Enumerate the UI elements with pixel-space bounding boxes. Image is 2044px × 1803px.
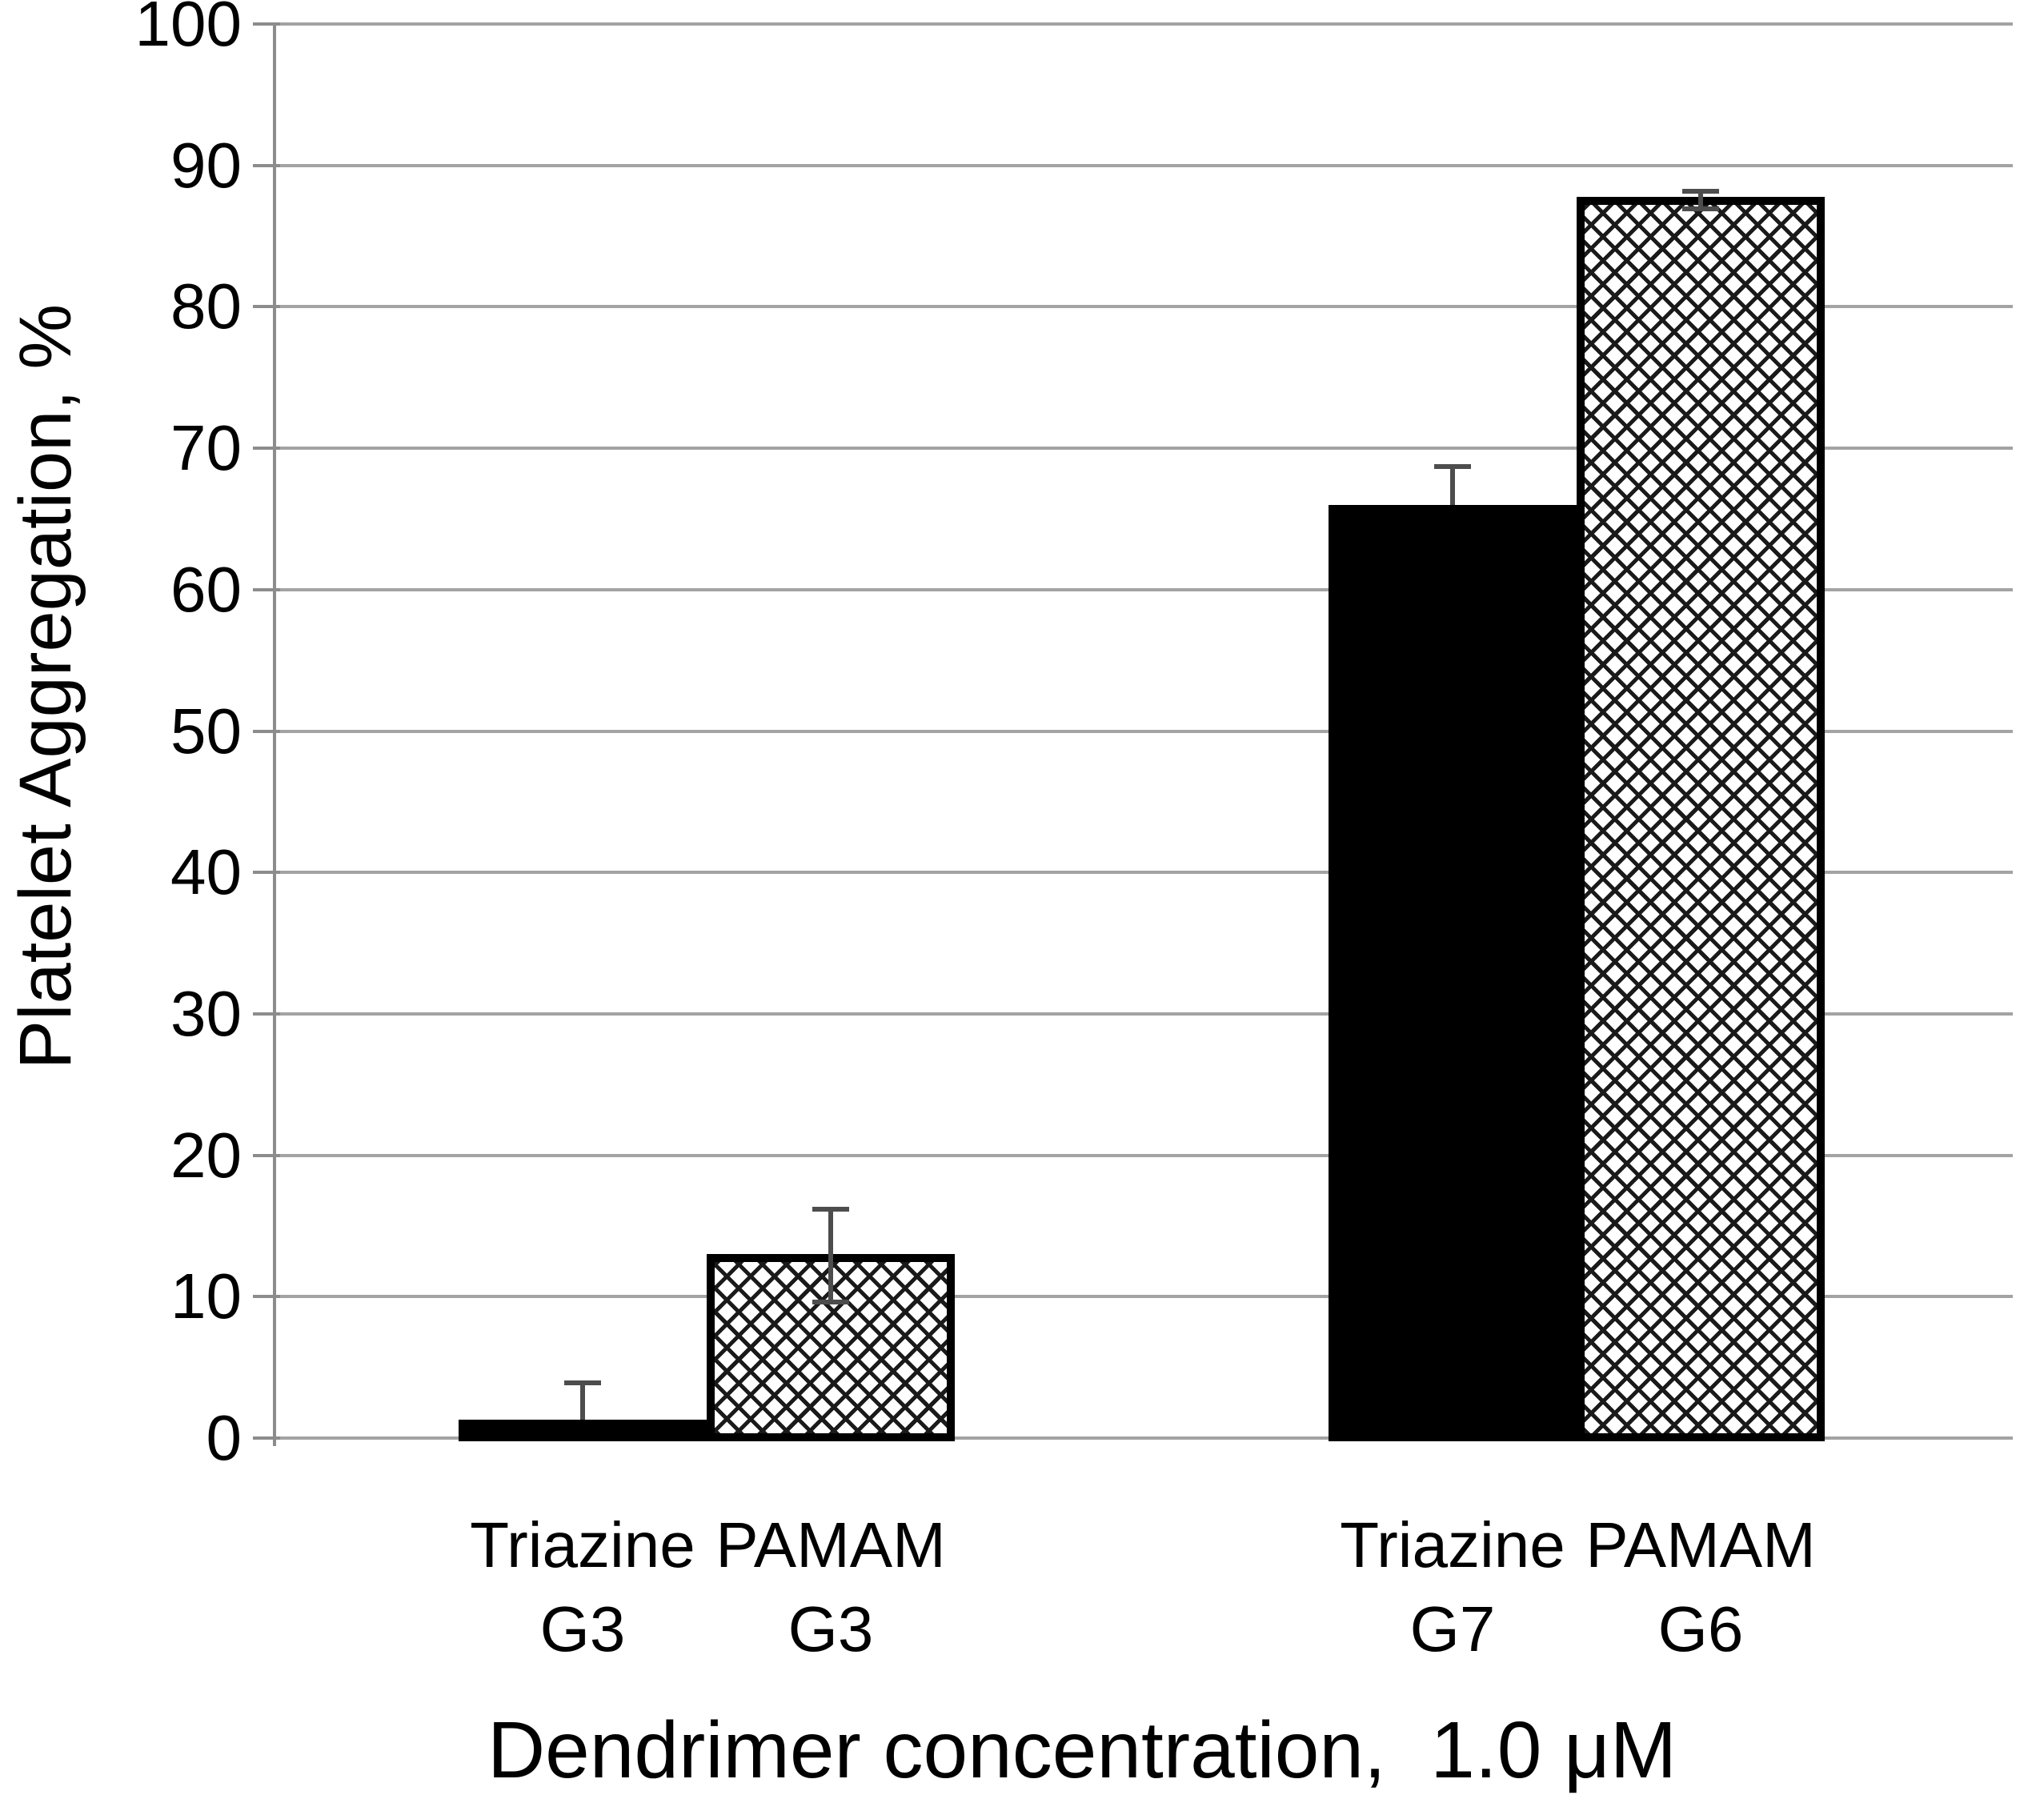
x-category-label-pamam-g6: PAMAM G6 xyxy=(1493,1503,1909,1671)
x-category-label-pamam-g3: PAMAM G3 xyxy=(623,1503,1039,1671)
error-cap-top-triazine-g7 xyxy=(1434,464,1471,470)
y-tick-label-40: 40 xyxy=(170,836,242,908)
y-tick-label-50: 50 xyxy=(170,695,242,767)
y-tick-label-60: 60 xyxy=(170,553,242,625)
y-tick-label-20: 20 xyxy=(170,1119,242,1191)
x-category-label-line1: Triazine xyxy=(470,1509,695,1581)
x-category-label-line2: G6 xyxy=(1657,1593,1744,1665)
gridline-100 xyxy=(275,22,2013,26)
y-tick-90 xyxy=(253,163,280,167)
y-tick-label-10: 10 xyxy=(170,1260,242,1332)
y-tick-10 xyxy=(253,1295,280,1299)
gridline-20 xyxy=(275,1153,2013,1157)
gridline-60 xyxy=(275,587,2013,591)
gridline-40 xyxy=(275,871,2013,875)
y-tick-label-100: 100 xyxy=(134,0,242,59)
bar-pamam-g6 xyxy=(1577,196,1825,1441)
gridline-70 xyxy=(275,447,2013,451)
y-tick-40 xyxy=(253,871,280,875)
x-axis-title: Dendrimer concentration, 1.0 μM xyxy=(487,1705,1677,1795)
error-cap-bottom-pamam-g6 xyxy=(1682,206,1719,212)
gridline-50 xyxy=(275,729,2013,733)
y-tick-50 xyxy=(253,729,280,733)
error-cap-top-pamam-g6 xyxy=(1682,188,1719,194)
x-category-label-line1: Triazine xyxy=(1340,1509,1565,1581)
y-axis-line xyxy=(273,24,276,1446)
error-bar-triazine-g3 xyxy=(580,1383,585,1420)
y-tick-30 xyxy=(253,1012,280,1016)
gridline-10 xyxy=(275,1295,2013,1299)
error-cap-bottom-pamam-g3 xyxy=(812,1300,849,1305)
y-tick-label-0: 0 xyxy=(206,1402,242,1473)
bar-triazine-g3 xyxy=(459,1420,707,1441)
x-category-label-line2: G3 xyxy=(788,1593,874,1665)
x-category-label-triazine-g3: Triazine G3 xyxy=(375,1503,791,1671)
error-bar-pamam-g6 xyxy=(1698,190,1703,210)
y-tick-60 xyxy=(253,587,280,591)
gridline-0 xyxy=(275,1436,2013,1440)
error-bar-pamam-g3 xyxy=(828,1208,833,1303)
error-cap-top-triazine-g3 xyxy=(564,1380,601,1386)
x-category-label-line2: G3 xyxy=(539,1593,626,1665)
y-tick-label-70: 70 xyxy=(170,412,242,484)
error-bar-triazine-g7 xyxy=(1450,467,1455,505)
y-tick-label-90: 90 xyxy=(170,129,242,201)
y-tick-70 xyxy=(253,447,280,451)
gridline-90 xyxy=(275,163,2013,167)
x-category-label-line2: G7 xyxy=(1409,1593,1496,1665)
y-tick-80 xyxy=(253,305,280,309)
y-tick-0 xyxy=(253,1436,280,1440)
y-tick-20 xyxy=(253,1153,280,1157)
y-tick-100 xyxy=(253,22,280,26)
y-tick-label-30: 30 xyxy=(170,977,242,1049)
gridline-80 xyxy=(275,305,2013,309)
x-category-label-triazine-g7: Triazine G7 xyxy=(1244,1503,1661,1671)
x-category-label-line1: PAMAM xyxy=(1585,1509,1816,1581)
bar-triazine-g7 xyxy=(1329,504,1577,1441)
x-category-label-line1: PAMAM xyxy=(715,1509,946,1581)
y-tick-label-80: 80 xyxy=(170,270,242,343)
gridline-30 xyxy=(275,1012,2013,1016)
error-cap-top-pamam-g3 xyxy=(812,1206,849,1212)
